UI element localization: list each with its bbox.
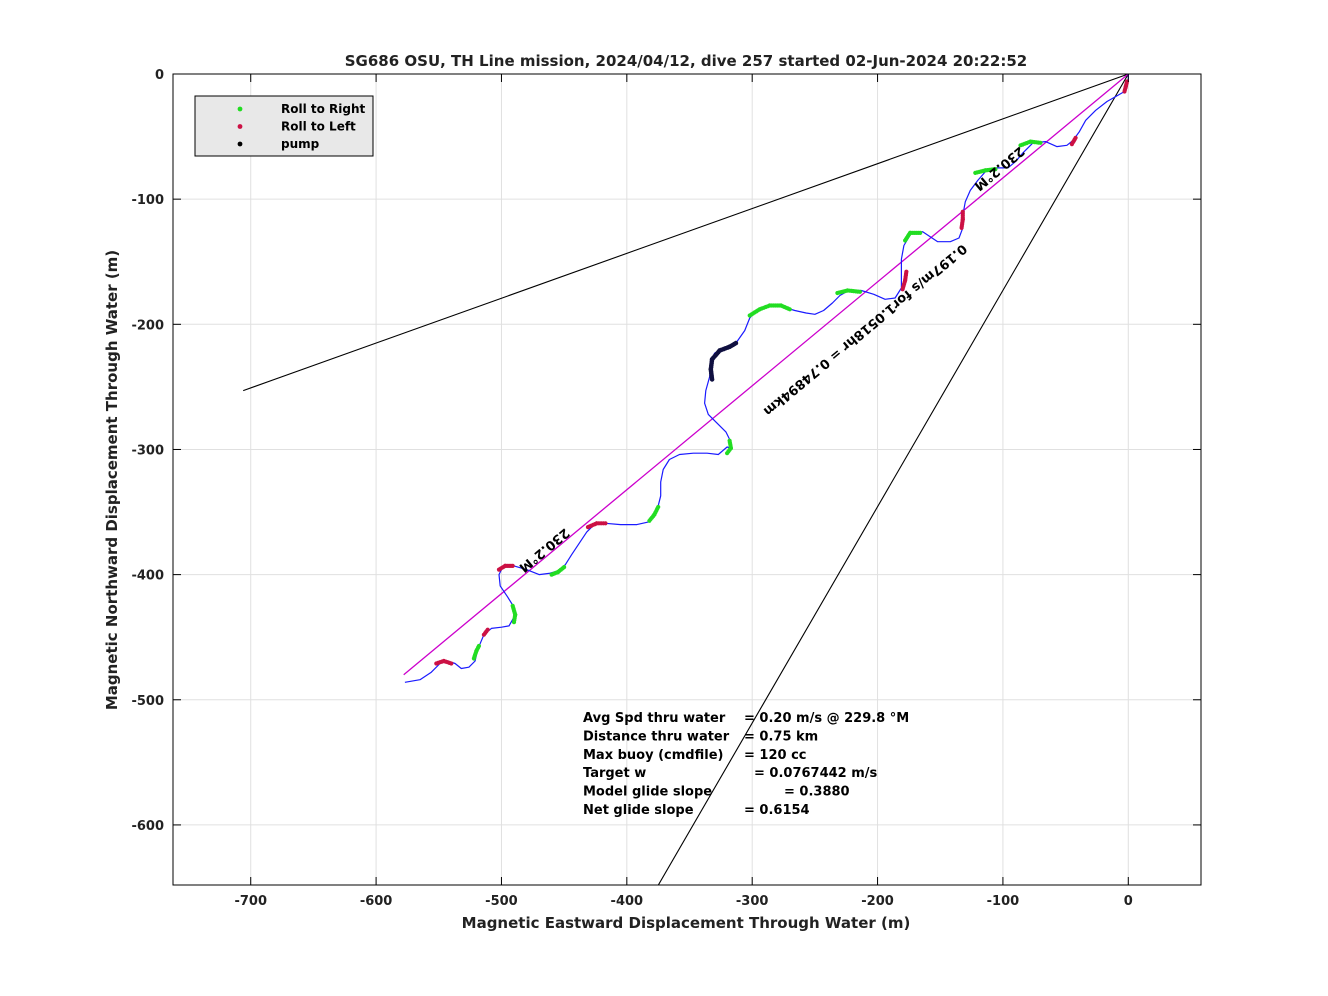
legend-marker xyxy=(237,124,243,129)
roll-left-marker xyxy=(603,521,608,526)
roll-right-marker xyxy=(562,565,567,570)
x-tick-label: -500 xyxy=(485,894,518,909)
roll-left-marker xyxy=(960,209,965,214)
roll-right-marker xyxy=(787,307,792,312)
stat-label: Avg Spd thru water xyxy=(583,711,726,726)
y-axis-label: Magnetic Northward Displacement Through … xyxy=(103,250,121,710)
x-axis-label: Magnetic Eastward Displacement Through W… xyxy=(462,914,911,932)
y-tick-label: -400 xyxy=(131,569,164,584)
legend-label: Roll to Left xyxy=(281,120,356,134)
plot-area xyxy=(173,74,1201,885)
reference-line xyxy=(657,74,1129,885)
roll-right-marker xyxy=(727,438,732,443)
y-tick-label: -300 xyxy=(131,443,164,458)
stat-label: Distance thru water xyxy=(583,729,730,744)
roll-right-marker xyxy=(510,603,515,609)
stat-value: = 120 cc xyxy=(744,748,807,763)
stat-label: Target w xyxy=(583,766,646,781)
legend-label: pump xyxy=(281,137,320,151)
legend: Roll to Right Roll to Left pump xyxy=(194,95,374,157)
stat-label: Net glide slope xyxy=(583,803,694,818)
y-tick-label: -600 xyxy=(131,819,164,834)
roll-right-marker xyxy=(1038,140,1043,145)
legend-marker xyxy=(237,106,243,112)
roll-left-marker xyxy=(1073,135,1078,140)
stat-value: = 0.3880 xyxy=(784,785,850,800)
roll-right-marker xyxy=(656,504,661,510)
x-tick-label: 0 xyxy=(1124,894,1133,909)
stat-value: = 0.6154 xyxy=(744,803,810,818)
y-tick-label: -500 xyxy=(131,694,164,709)
stat-label: Model glide slope xyxy=(583,785,712,800)
x-tick-label: -300 xyxy=(736,894,769,909)
legend-label: Roll to Right xyxy=(281,102,366,116)
chart-title: SG686 OSU, TH Line mission, 2024/04/12, … xyxy=(345,52,1028,70)
stat-value: = 0.0767442 m/s xyxy=(754,766,878,781)
x-tick-label: -600 xyxy=(360,894,393,909)
reference-line xyxy=(243,74,1129,392)
grid xyxy=(173,73,1201,885)
roll-right-marker xyxy=(476,643,481,649)
stat-label: Max buoy (cmdfile) xyxy=(583,748,723,763)
axis-ticks: -700 -600 -500 -400 -300 -200 -100 0 0 -100 -200 -3… xyxy=(131,68,1201,909)
roll-right-marker xyxy=(993,167,998,172)
roll-left-marker xyxy=(510,563,515,569)
x-tick-label: -400 xyxy=(611,894,644,909)
stats-block: Avg Spd thru water = 0.20 m/s @ 229.8 °M D… xyxy=(583,711,909,818)
stat-value: = 0.75 km xyxy=(744,729,818,744)
y-tick-label: -100 xyxy=(131,193,164,208)
roll-left-marker xyxy=(904,269,909,274)
x-tick-label: -700 xyxy=(234,894,267,909)
legend-box xyxy=(194,95,374,157)
legend-marker xyxy=(237,141,243,147)
pump-marker xyxy=(733,340,739,346)
y-tick-label: -200 xyxy=(131,318,164,333)
y-tick-label: 0 xyxy=(155,68,164,83)
roll-right-marker xyxy=(918,230,923,235)
x-tick-label: -100 xyxy=(987,894,1020,909)
roll-left-marker xyxy=(485,627,490,632)
stat-value: = 0.20 m/s @ 229.8 °M xyxy=(744,711,909,726)
roll-left-marker xyxy=(449,661,454,666)
x-tick-label: -200 xyxy=(861,894,894,909)
roll-right-marker xyxy=(857,289,863,294)
plot-frame xyxy=(172,73,1202,886)
reference-line xyxy=(403,74,1129,676)
